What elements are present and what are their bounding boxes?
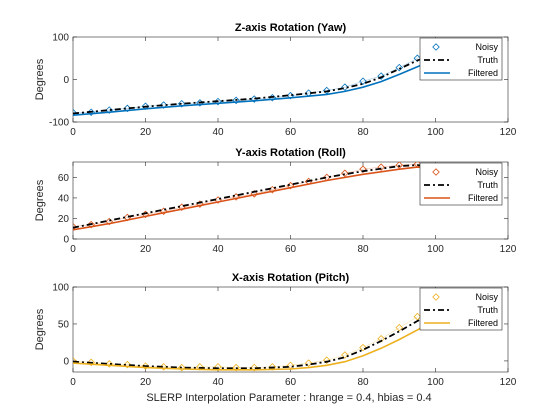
legend-swatch-noisy	[432, 168, 440, 176]
noisy-point	[73, 357, 77, 365]
noisy-point	[123, 360, 132, 369]
noisy-point	[359, 165, 367, 173]
legend-label: Noisy	[475, 167, 498, 177]
x-tick-label: 40	[212, 127, 224, 138]
series-truth-line	[73, 53, 436, 115]
noisy-point	[177, 363, 186, 372]
x-tick-label: 0	[70, 244, 76, 255]
x-tick-label: 80	[357, 244, 369, 255]
chart-title: X-axis Rotation (Pitch)	[232, 272, 350, 284]
y-tick-label: 20	[58, 214, 70, 225]
noisy-point	[395, 323, 404, 332]
legend-swatch-noisy	[432, 43, 440, 51]
legend-swatch-noisy	[432, 293, 440, 301]
noisy-point	[359, 77, 367, 85]
x-tick-label: 100	[427, 377, 444, 388]
y-tick-label: 40	[58, 193, 70, 204]
noisy-point	[105, 217, 114, 226]
legend: Noisy Truth Filtered	[419, 37, 503, 81]
subplot-2: Y-axis Rotation (Roll) 0 20 40 60 80 100 120 0 20…	[34, 147, 517, 255]
noisy-point	[87, 220, 95, 229]
chart-title: Y-axis Rotation (Roll)	[235, 147, 346, 159]
series-layer	[73, 311, 436, 372]
x-tick-label: 100	[427, 244, 444, 255]
noisy-point	[73, 222, 77, 231]
noisy-point	[341, 83, 349, 91]
series-noisy-trace	[73, 45, 436, 113]
noisy-point	[159, 363, 168, 371]
legend-label: Filtered	[468, 318, 498, 328]
series-filtered-line	[73, 58, 436, 116]
x-tick-label: 60	[285, 377, 297, 388]
y-tick-label: 100	[52, 283, 69, 294]
noisy-point	[341, 169, 349, 178]
subplot-3: X-axis Rotation (Pitch) 0 20 40 60 80 100 120 0 5…	[34, 272, 517, 388]
legend-label: Filtered	[468, 68, 498, 78]
noisy-point	[177, 99, 186, 108]
y-tick-label: 0	[63, 235, 69, 246]
noisy-point	[395, 162, 404, 169]
y-axis-label: Degrees	[34, 179, 46, 221]
noisy-point	[322, 356, 331, 364]
x-tick-label: 120	[500, 127, 517, 138]
figure-x-axis-label: SLERP Interpolation Parameter : hrange =…	[146, 392, 431, 404]
noisy-point	[159, 207, 168, 216]
legend-label: Truth	[477, 305, 498, 315]
x-tick-label: 60	[285, 127, 297, 138]
y-tick-label: 0	[63, 356, 69, 367]
series-layer	[73, 162, 440, 231]
series-filtered-line	[73, 166, 436, 231]
noisy-point	[395, 63, 404, 72]
x-tick-label: 40	[212, 244, 224, 255]
x-tick-label: 80	[357, 127, 369, 138]
y-axis-label: Degrees	[34, 308, 46, 350]
x-tick-label: 100	[427, 127, 444, 138]
x-tick-label: 80	[357, 377, 369, 388]
noisy-point	[141, 362, 150, 370]
noisy-point	[159, 101, 168, 109]
subplot-1: Z-axis Rotation (Yaw) 0 20 40 60 80 100 120 -100…	[34, 22, 517, 138]
y-tick-label: 50	[58, 319, 70, 330]
series-truth-line	[73, 311, 436, 370]
noisy-point	[413, 312, 422, 321]
noisy-point	[377, 163, 385, 171]
noisy-point	[413, 54, 422, 63]
noisy-point	[304, 359, 313, 367]
x-tick-label: 20	[140, 377, 152, 388]
chart-title: Z-axis Rotation (Yaw)	[235, 22, 347, 34]
legend-label: Noisy	[475, 292, 498, 302]
noisy-point	[232, 363, 240, 372]
series-layer	[73, 41, 440, 117]
x-tick-label: 20	[140, 244, 152, 255]
x-tick-label: 120	[500, 244, 517, 255]
noisy-point	[341, 351, 349, 359]
noisy-point	[87, 358, 95, 367]
legend: Noisy Truth Filtered	[419, 287, 503, 331]
x-tick-label: 20	[140, 127, 152, 138]
x-tick-label: 0	[70, 127, 76, 138]
series-filtered-line	[73, 319, 436, 371]
legend-label: Filtered	[468, 193, 498, 203]
x-tick-label: 40	[212, 377, 224, 388]
y-tick-label: 100	[52, 33, 69, 44]
x-tick-label: 120	[500, 377, 517, 388]
noisy-point	[250, 363, 259, 372]
noisy-point	[377, 72, 385, 80]
y-axis-label: Degrees	[34, 58, 46, 100]
legend: Noisy Truth Filtered	[419, 162, 503, 206]
noisy-point	[232, 96, 240, 105]
x-tick-label: 0	[70, 377, 76, 388]
legend-label: Truth	[477, 55, 498, 65]
legend-label: Truth	[477, 180, 498, 190]
y-tick-label: -100	[49, 118, 69, 129]
legend-label: Noisy	[475, 42, 498, 52]
noisy-point	[73, 108, 77, 117]
y-tick-label: 0	[63, 75, 69, 86]
x-tick-label: 60	[285, 244, 297, 255]
noisy-point	[105, 360, 114, 368]
y-tick-label: 60	[58, 173, 70, 184]
noisy-point	[359, 343, 367, 352]
